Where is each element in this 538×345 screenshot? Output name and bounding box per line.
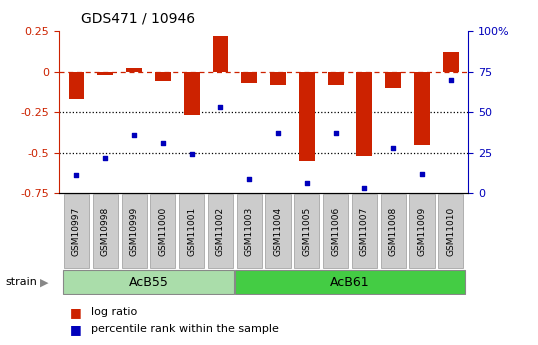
FancyBboxPatch shape xyxy=(438,194,463,268)
Point xyxy=(159,140,167,146)
Point xyxy=(216,105,225,110)
Point xyxy=(360,186,369,191)
Point xyxy=(245,176,253,181)
FancyBboxPatch shape xyxy=(62,270,234,294)
FancyBboxPatch shape xyxy=(237,194,262,268)
FancyBboxPatch shape xyxy=(208,194,233,268)
FancyBboxPatch shape xyxy=(236,270,465,294)
Bar xyxy=(183,71,200,115)
Text: ▶: ▶ xyxy=(40,277,49,287)
Text: GSM11006: GSM11006 xyxy=(331,207,340,256)
Text: AcB61: AcB61 xyxy=(330,276,370,288)
Text: GSM11009: GSM11009 xyxy=(417,207,427,256)
Bar xyxy=(213,36,228,71)
Text: ■: ■ xyxy=(70,323,82,336)
FancyBboxPatch shape xyxy=(381,194,406,268)
Text: strain: strain xyxy=(5,277,37,287)
FancyBboxPatch shape xyxy=(122,194,146,268)
Bar xyxy=(242,71,257,83)
Text: GSM11004: GSM11004 xyxy=(273,207,282,256)
Bar xyxy=(155,71,171,81)
Text: log ratio: log ratio xyxy=(91,307,138,317)
Point xyxy=(274,130,282,136)
Bar xyxy=(97,71,113,75)
Point xyxy=(72,172,81,178)
Text: GSM11008: GSM11008 xyxy=(388,207,398,256)
FancyBboxPatch shape xyxy=(150,194,175,268)
FancyBboxPatch shape xyxy=(409,194,435,268)
Bar xyxy=(299,71,315,161)
Text: GSM11001: GSM11001 xyxy=(187,207,196,256)
Point xyxy=(101,155,110,160)
FancyBboxPatch shape xyxy=(93,194,118,268)
Bar xyxy=(68,71,84,99)
Bar xyxy=(357,71,372,156)
Bar xyxy=(414,71,430,145)
Text: GSM11002: GSM11002 xyxy=(216,207,225,256)
Text: GSM11003: GSM11003 xyxy=(245,207,254,256)
Text: GSM11005: GSM11005 xyxy=(302,207,312,256)
Text: GSM10998: GSM10998 xyxy=(101,207,110,256)
Bar xyxy=(443,52,459,71)
Text: AcB55: AcB55 xyxy=(129,276,168,288)
Point xyxy=(331,130,340,136)
Text: GSM11000: GSM11000 xyxy=(158,207,167,256)
Point xyxy=(302,181,311,186)
Bar xyxy=(385,71,401,88)
Bar xyxy=(270,71,286,85)
FancyBboxPatch shape xyxy=(265,194,291,268)
Text: GSM11007: GSM11007 xyxy=(360,207,369,256)
FancyBboxPatch shape xyxy=(294,194,320,268)
Text: GSM10999: GSM10999 xyxy=(130,207,139,256)
FancyBboxPatch shape xyxy=(64,194,89,268)
Bar xyxy=(126,68,142,71)
Text: percentile rank within the sample: percentile rank within the sample xyxy=(91,325,279,334)
Point xyxy=(187,151,196,157)
FancyBboxPatch shape xyxy=(352,194,377,268)
Bar xyxy=(328,71,344,85)
Point xyxy=(447,77,455,82)
Point xyxy=(417,171,426,177)
Point xyxy=(389,145,398,150)
Text: GSM10997: GSM10997 xyxy=(72,207,81,256)
Point xyxy=(130,132,138,138)
FancyBboxPatch shape xyxy=(179,194,204,268)
Text: GDS471 / 10946: GDS471 / 10946 xyxy=(81,11,195,26)
FancyBboxPatch shape xyxy=(323,194,348,268)
Text: ■: ■ xyxy=(70,306,82,319)
Text: GSM11010: GSM11010 xyxy=(447,207,455,256)
